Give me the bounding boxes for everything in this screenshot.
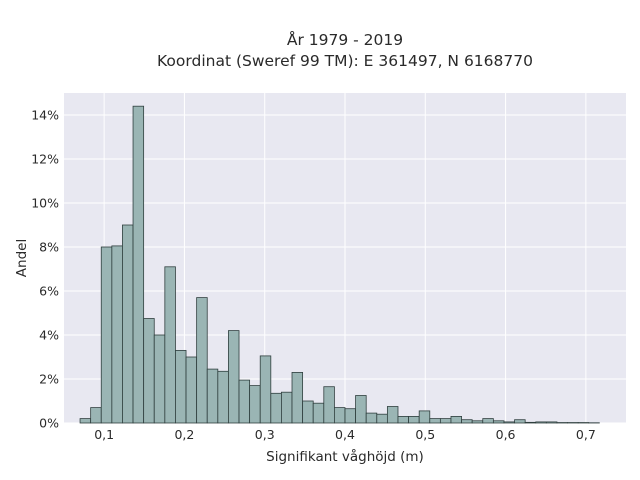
histogram-bar xyxy=(439,418,452,424)
histogram-bar xyxy=(376,413,388,424)
x-axis-label: Signifikant våghöjd (m) xyxy=(266,448,424,465)
histogram-bar xyxy=(79,418,92,424)
y-tick-label: 8% xyxy=(39,240,59,255)
histogram-bar xyxy=(365,412,378,424)
x-tick-label: 0,1 xyxy=(94,427,114,442)
histogram-bar xyxy=(492,420,505,424)
histogram-bar xyxy=(132,105,145,424)
histogram-bar xyxy=(312,402,325,424)
y-tick-label: 12% xyxy=(31,152,59,167)
chart-title-line-2: Koordinat (Sweref 99 TM): E 361497, N 61… xyxy=(157,52,533,70)
histogram-bar xyxy=(143,318,155,424)
histogram-bar xyxy=(206,368,219,424)
x-tick-label: 0,3 xyxy=(255,427,275,442)
histogram-bar xyxy=(217,370,229,424)
histogram-bar xyxy=(291,371,304,424)
histogram-bar xyxy=(535,421,547,424)
histogram-bar xyxy=(386,406,399,424)
histogram-bar xyxy=(249,385,261,424)
histogram-bar xyxy=(334,407,346,424)
y-tick-label: 14% xyxy=(31,108,59,123)
histogram-bar xyxy=(228,330,240,424)
histogram-bar xyxy=(482,418,494,424)
histogram-bar xyxy=(418,410,431,424)
histogram-bar xyxy=(164,266,176,424)
histogram-bar xyxy=(408,415,420,424)
y-tick-label: 0% xyxy=(39,416,59,431)
histogram-bar xyxy=(323,386,335,424)
x-tick-label: 0,5 xyxy=(415,427,435,442)
histogram-bar xyxy=(503,421,515,424)
histogram-bar xyxy=(461,419,473,424)
histogram-bar xyxy=(429,418,441,424)
histogram-bars xyxy=(79,105,600,424)
histogram-bar xyxy=(471,420,484,424)
y-tick-label: 2% xyxy=(39,372,59,387)
y-axis-label: Andel xyxy=(14,239,30,277)
histogram-bar xyxy=(259,355,272,424)
histogram-bar xyxy=(90,407,102,424)
histogram-bar xyxy=(450,415,462,424)
histogram-bar xyxy=(397,415,409,424)
histogram-bar xyxy=(153,334,166,424)
x-tick-label: 0,2 xyxy=(174,427,194,442)
histogram-bar xyxy=(196,297,208,424)
y-axis-ticks: 0% 2% 4% 6% 8% 10% 12% 14% xyxy=(31,108,59,431)
histogram-bar xyxy=(355,395,367,424)
histogram-bar xyxy=(185,356,198,424)
chart-title-line-1: År 1979 - 2019 xyxy=(287,30,403,49)
x-axis-ticks: 0,1 0,2 0,3 0,4 0,5 0,6 0,7 xyxy=(94,427,596,442)
histogram-bar xyxy=(514,419,526,424)
histogram-bar xyxy=(111,245,123,424)
histogram-bar xyxy=(100,246,113,424)
histogram-bar xyxy=(302,400,314,424)
y-tick-label: 10% xyxy=(31,196,59,211)
x-tick-label: 0,4 xyxy=(335,427,355,442)
x-tick-label: 0,6 xyxy=(496,427,516,442)
x-tick-label: 0,7 xyxy=(576,427,596,442)
histogram-bar xyxy=(122,224,134,424)
histogram-bar xyxy=(270,392,282,424)
histogram-bar xyxy=(238,379,251,424)
y-tick-label: 6% xyxy=(39,284,59,299)
y-tick-label: 4% xyxy=(39,328,59,343)
histogram-bar xyxy=(545,421,558,424)
histogram-bar xyxy=(524,421,537,424)
histogram-bar xyxy=(281,391,293,424)
histogram-bar xyxy=(344,408,356,424)
histogram-bar xyxy=(175,349,187,424)
